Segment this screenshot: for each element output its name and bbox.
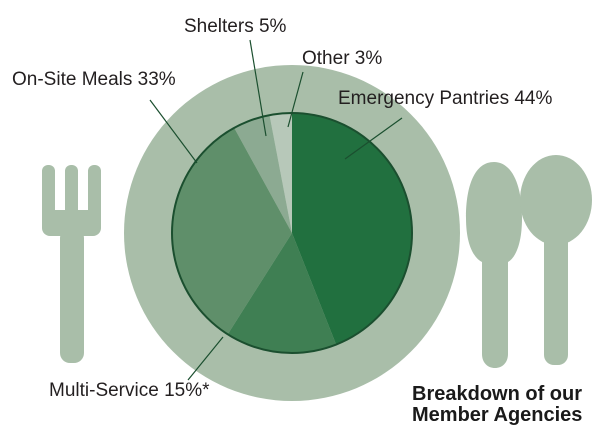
leader-lines	[149, 39, 403, 381]
chart-caption: Breakdown of our Member Agencies	[412, 384, 582, 426]
pie-slice	[269, 113, 292, 233]
pie-slices	[171, 113, 412, 353]
slice-label: Shelters 5%	[184, 16, 287, 37]
slice-label: On-Site Meals 33%	[12, 69, 176, 90]
slice-label: Emergency Pantries 44%	[338, 88, 552, 109]
leader-line	[149, 99, 198, 164]
pie-slice	[171, 127, 292, 335]
slice-label: Multi-Service 15%*	[49, 380, 210, 401]
leader-line	[187, 336, 224, 381]
leader-line	[344, 117, 403, 160]
slice-labels: Emergency Pantries 44% Multi-Service 15%*…	[12, 16, 552, 401]
caption-line-1: Breakdown of our	[412, 383, 583, 405]
leader-line	[287, 71, 304, 128]
knife-icon	[466, 162, 522, 368]
leader-line	[249, 39, 267, 137]
slice-label: Other 3%	[302, 48, 382, 69]
caption-line-2: Member Agencies	[412, 404, 583, 426]
pie-slice	[234, 115, 292, 233]
pie-slice	[227, 233, 337, 353]
pie-slice	[292, 113, 412, 345]
spoon-icon	[520, 155, 592, 365]
fork-icon	[42, 165, 101, 363]
